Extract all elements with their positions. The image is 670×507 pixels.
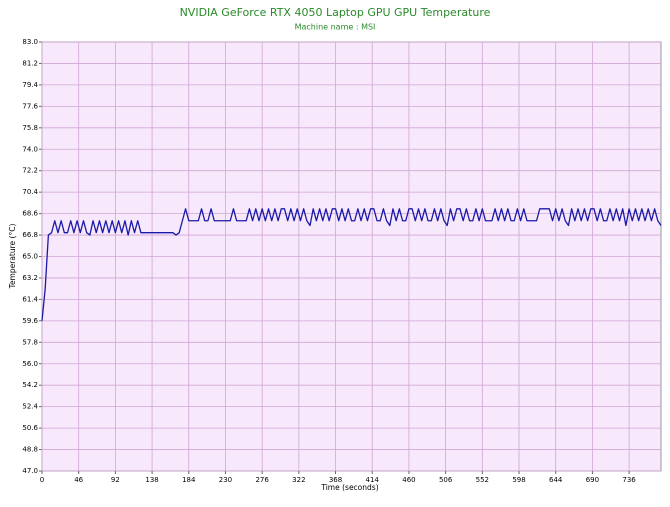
chart-title: NVIDIA GeForce RTX 4050 Laptop GPU GPU T… (180, 6, 491, 19)
y-tick-label: 66.8 (22, 231, 38, 239)
x-tick-label: 184 (182, 476, 196, 484)
y-tick-label: 63.2 (22, 274, 38, 282)
x-tick-label: 138 (145, 476, 158, 484)
x-tick-label: 0 (40, 476, 44, 484)
x-tick-label: 552 (476, 476, 489, 484)
x-tick-label: 414 (366, 476, 380, 484)
y-tick-label: 52.4 (22, 403, 38, 411)
chart-subtitle: Machine name : MSI (295, 23, 376, 32)
x-tick-label: 690 (586, 476, 599, 484)
y-tick-label: 70.4 (22, 188, 38, 196)
y-tick-label: 50.6 (22, 424, 38, 432)
y-tick-label: 65.0 (22, 253, 38, 261)
y-tick-label: 81.2 (22, 59, 38, 67)
x-tick-label: 598 (512, 476, 525, 484)
x-tick-label: 506 (439, 476, 453, 484)
y-tick-label: 48.8 (22, 446, 38, 454)
x-tick-label: 368 (329, 476, 342, 484)
x-tick-label: 276 (255, 476, 269, 484)
x-tick-label: 46 (74, 476, 83, 484)
y-tick-label: 61.4 (22, 295, 38, 303)
y-tick-label: 79.4 (22, 81, 38, 89)
y-tick-label: 59.6 (22, 317, 38, 325)
y-tick-label: 54.2 (22, 381, 38, 389)
y-tick-label: 83.0 (22, 38, 38, 46)
y-tick-label: 47.0 (22, 467, 38, 475)
y-tick-label: 74.0 (22, 145, 38, 153)
y-tick-label: 77.6 (22, 102, 38, 110)
x-tick-label: 322 (292, 476, 305, 484)
y-tick-label: 56.0 (22, 360, 38, 368)
x-tick-label: 230 (219, 476, 232, 484)
y-tick-label: 75.8 (22, 124, 38, 132)
x-tick-label: 460 (402, 476, 415, 484)
y-tick-label: 68.6 (22, 210, 38, 218)
data-line (41, 208, 662, 321)
x-axis-label: Time (seconds) (320, 483, 378, 492)
y-axis-label: Temperature (°C) (8, 224, 17, 290)
x-tick-label: 644 (549, 476, 563, 484)
y-tick-label: 72.2 (22, 167, 38, 175)
y-tick-label: 57.8 (22, 338, 38, 346)
x-tick-label: 736 (622, 476, 636, 484)
x-tick-label: 92 (111, 476, 120, 484)
